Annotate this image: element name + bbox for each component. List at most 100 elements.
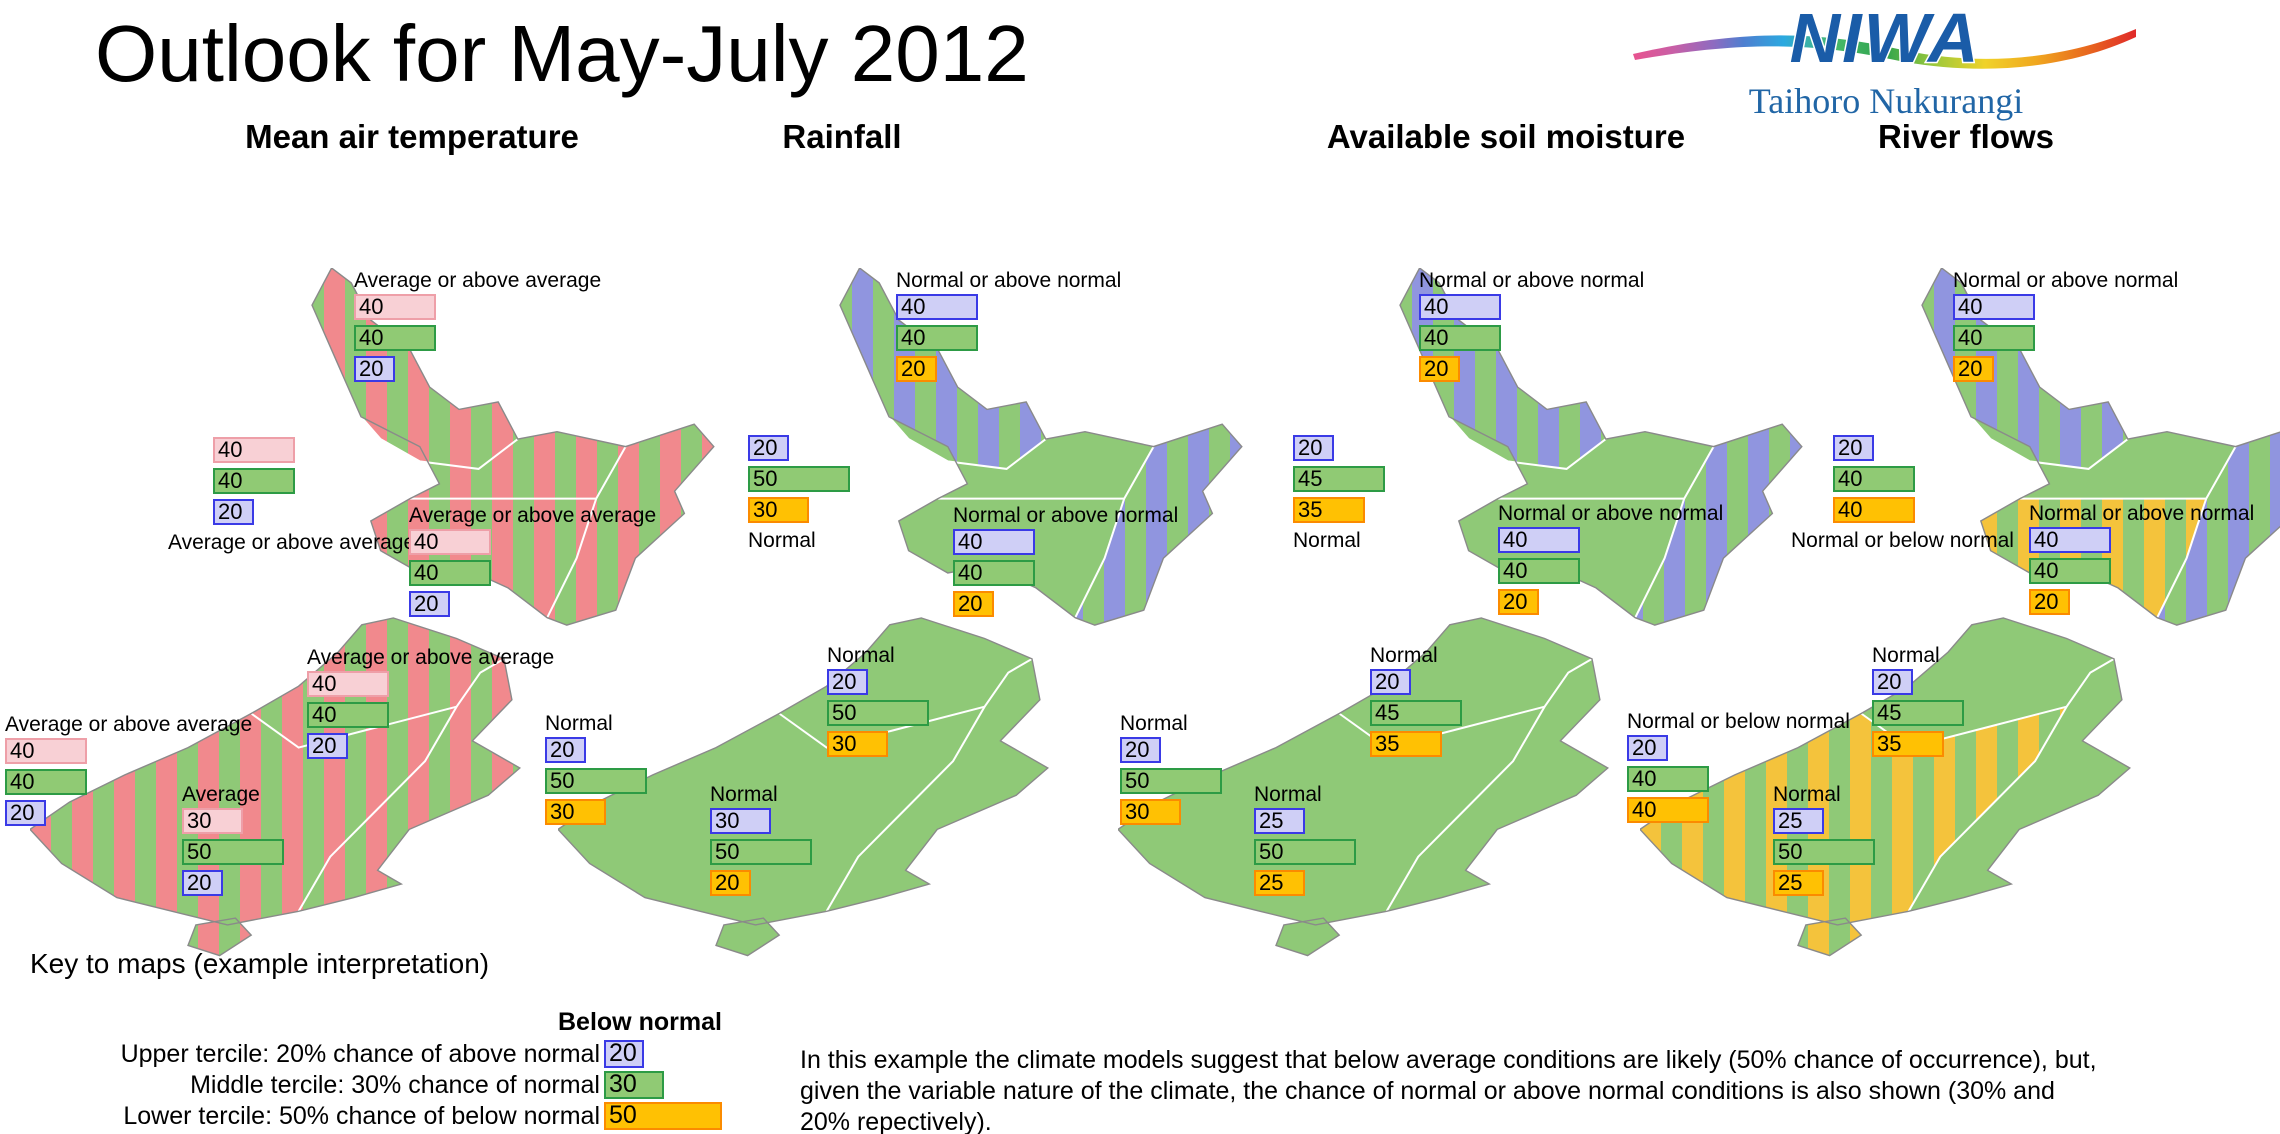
key-row: Lower tercile: 50% chance of below norma… [0,1102,722,1132]
outlook-label: Normal [1773,783,1841,806]
tercile-bars: 20 40 40 [1833,435,2014,523]
bar-above: 40 [1419,294,1501,320]
annotation-rainfall-northern-south-island: Normal 20 50 30 [827,643,929,762]
key-example-bar-green: 30 [604,1071,664,1099]
tercile-bars: 40 40 20 [307,671,554,759]
region-boundary [1907,658,2115,912]
region-boundary [1634,446,1715,619]
bar-above: 40 [2029,527,2111,553]
outlook-label: Normal [827,644,895,667]
annotation-river-flows-eastern-north-island: Normal or above normal 40 40 20 [2029,501,2254,620]
map-heading-river-flows: River flows [1877,118,2055,155]
region-stewart-island [1276,918,1340,956]
stewart-island-coastline [715,917,781,957]
outlook-label: Average or above average [5,713,253,736]
region-si_east [1908,658,2130,912]
north-island-coastline [1399,268,1803,626]
north-island-coastline [311,268,715,626]
outlook-label: Normal [1293,529,1361,552]
bar-above: 20 [545,737,586,763]
annotation-rainfall-western-north-island: 20 50 30 Normal [748,435,850,554]
annotation-rainfall-eastern-north-island: Normal or above normal 40 40 20 [953,503,1178,622]
annotation-river-flows-south-western-south-island: Normal or below normal 20 40 40 [1627,709,1850,828]
map-heading-temperature: Mean air temperature [245,118,579,155]
bar-normal: 50 [827,700,929,726]
bar-above: 40 [1498,527,1580,553]
bar-below: 20 [953,591,994,617]
region-ni_east [2157,432,2280,626]
bar-below: 20 [409,591,450,617]
bar-above: 30 [182,808,243,834]
bar-below: 25 [1254,870,1305,896]
region-ni_sw [370,498,597,618]
key-row: Middle tercile: 30% chance of normal 30 [0,1071,664,1101]
south-island-coastline [1118,617,1610,926]
annotation-river-flows-northern-north-island: Normal or above normal 40 40 20 [1953,268,2178,387]
bar-normal: 40 [213,468,295,494]
outlook-label: Normal [1254,783,1322,806]
outlook-label: Normal or above normal [1419,269,1645,292]
bar-below: 20 [5,800,46,826]
key-row-text: Middle tercile: 30% chance of normal [190,1071,600,1099]
outlook-label: Average or above average [168,531,416,554]
bar-normal: 50 [748,466,850,492]
region-boundary [1970,416,2129,470]
tercile-bars: 20 50 30 [545,737,647,825]
outlook-label: Normal or above normal [2029,502,2255,525]
annotation-temperature-northern-south-island: Average or above average 40 40 20 [307,645,554,764]
bar-above: 40 [953,529,1035,555]
annotation-temperature-eastern-north-island: Average or above average 40 40 20 [409,503,656,622]
tercile-bars: 40 40 20 [5,738,252,826]
bar-above: 20 [1872,669,1913,695]
tercile-bars: 40 40 20 [354,294,601,382]
bar-above: 40 [307,671,389,697]
key-example-bar-blue: 20 [604,1040,644,1068]
bar-below: 20 [182,870,223,896]
bar-normal: 40 [409,560,491,586]
annotation-temperature-western-north-island: 40 40 20 Average or above average [168,437,415,556]
bar-below: 35 [1872,731,1944,757]
bar-normal: 50 [1773,839,1875,865]
bar-normal: 40 [5,769,87,795]
region-stewart-island [1798,918,1862,956]
bar-normal: 50 [1254,839,1356,865]
bar-below: 20 [896,356,937,382]
annotation-river-flows-western-north-island: 20 40 40 Normal or below normal [1791,435,2014,554]
bar-below: 35 [1370,731,1442,757]
bar-normal: 50 [545,768,647,794]
bar-above: 20 [1627,735,1668,761]
region-ni_east [1075,424,1242,626]
bar-above: 20 [1293,435,1334,461]
region-si_south [1640,706,2067,925]
bar-above: 20 [1370,669,1411,695]
bar-normal: 40 [1498,558,1580,584]
bar-below: 40 [1627,797,1709,823]
tercile-bars: 40 40 20 [1419,294,1644,382]
bar-normal: 45 [1872,700,1964,726]
niwa-logo: NIWA Taihoro Nukurangi [1628,2,2144,122]
tercile-bars: 20 45 35 [1293,435,1385,523]
key-note: In this example the climate models sugge… [800,1046,2097,1134]
bar-above: 30 [710,808,771,834]
tercile-bars: 25 50 25 [1773,808,1875,896]
region-boundary [1860,705,2067,749]
bar-above: 40 [354,294,436,320]
annotation-soil-moisture-western-north-island: 20 45 35 Normal [1293,435,1385,554]
annotation-soil-moisture-eastern-north-island: Normal or above normal 40 40 20 [1498,501,1723,620]
tercile-bars: 40 40 20 [2029,527,2254,615]
bar-below: 20 [2029,589,2070,615]
region-boundary [297,658,505,912]
niwa-logo-text: NIWA [1790,2,1981,77]
tercile-bars: 40 40 20 [1953,294,2178,382]
tercile-bars: 20 50 30 [748,435,850,523]
region-boundary [825,658,1033,912]
annotation-rainfall-northern-north-island: Normal or above normal 40 40 20 [896,268,1121,387]
bar-below: 20 [710,870,751,896]
tercile-bars: 40 40 20 [1498,527,1723,615]
key-row: Upper tercile: 20% chance of above norma… [0,1040,644,1070]
outlook-label: Normal or below normal [1791,529,2014,552]
key-example-bar-orange: 50 [604,1102,722,1130]
region-stewart-island [188,918,252,956]
tercile-bars: 40 40 20 [953,529,1178,617]
outlook-label: Normal [710,783,778,806]
